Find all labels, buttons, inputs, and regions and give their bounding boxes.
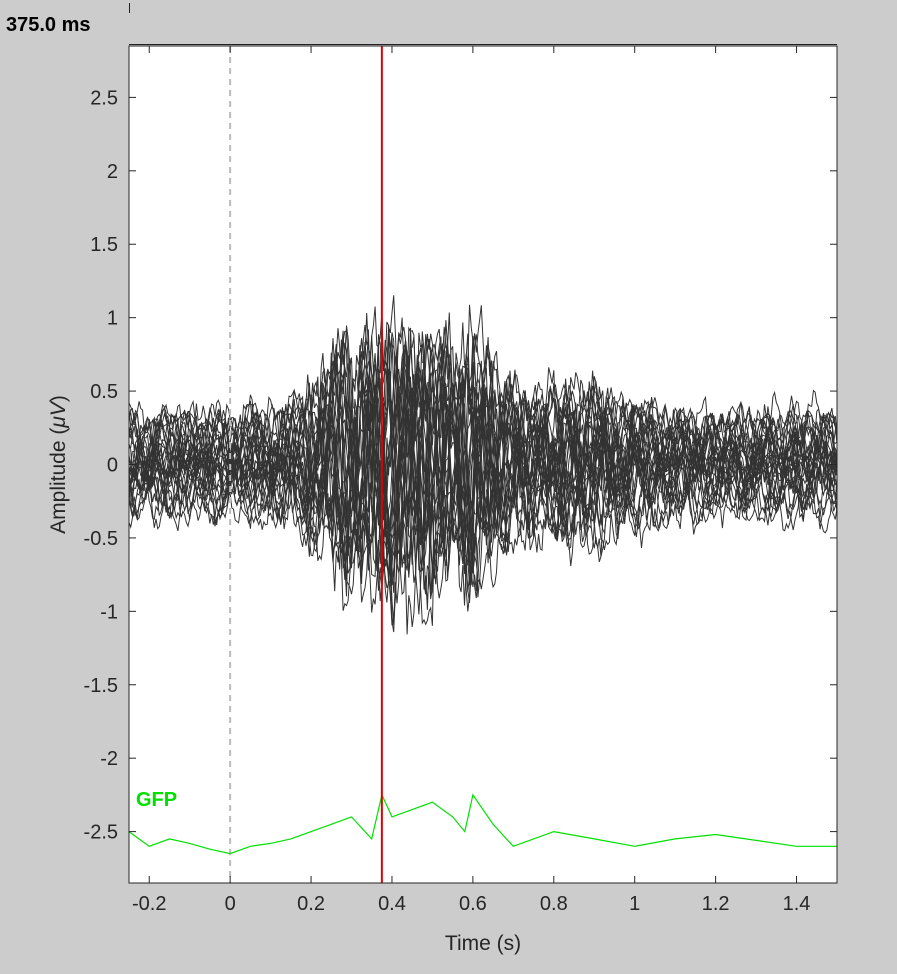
gfp-layer xyxy=(129,793,837,855)
channel-trace xyxy=(129,373,837,600)
time-cursor-tick xyxy=(129,3,130,13)
x-tick-label: 0.8 xyxy=(540,893,568,915)
y-tick-label: -1.5 xyxy=(84,675,118,697)
x-tick-label: 0 xyxy=(225,893,236,915)
y-tick-label: 0 xyxy=(107,455,118,477)
channel-trace xyxy=(129,304,837,576)
y-tick-label: -2 xyxy=(100,748,118,770)
channel-trace xyxy=(129,394,837,606)
y-tick-label: 0.5 xyxy=(90,381,118,403)
x-axis-label: Time (s) xyxy=(445,932,521,955)
x-axis-ticks: -0.2 0 0.2 0.4 0.6 0.8 1 1.2 1.4 xyxy=(132,46,810,915)
y-tick-label: 1.5 xyxy=(90,234,118,256)
y-tick-label: -0.5 xyxy=(84,528,118,550)
channel-trace xyxy=(129,387,837,626)
y-tick-label: 2.5 xyxy=(90,87,118,109)
channel-trace xyxy=(129,322,837,566)
channel-trace xyxy=(129,317,837,566)
x-tick-label: 0.2 xyxy=(297,893,325,915)
x-tick-label: -0.2 xyxy=(132,893,166,915)
x-tick-label: 1 xyxy=(629,893,640,915)
gfp-label: GFP xyxy=(136,789,177,811)
time-readout: 375.0 ms xyxy=(6,14,91,36)
x-tick-label: 1.4 xyxy=(783,893,811,915)
y-axis-label-unit: μV xyxy=(47,400,70,429)
gfp-trace xyxy=(129,793,837,855)
channel-trace xyxy=(129,332,837,574)
y-tick-label: 1 xyxy=(107,308,118,330)
x-tick-label: 1.2 xyxy=(702,893,730,915)
channel-traces xyxy=(129,295,837,635)
y-tick-label: -1 xyxy=(100,601,118,623)
time-slider-track[interactable] xyxy=(129,44,837,45)
channel-trace xyxy=(129,370,837,603)
y-axis-label: Amplitude (μV) xyxy=(47,395,70,534)
x-tick-label: 0.4 xyxy=(378,893,406,915)
y-axis-ticks: 2.5 2 1.5 1 0.5 0 -0.5 -1 -1.5 -2 -2.5 xyxy=(84,87,837,844)
y-axis-label-close: ) xyxy=(47,395,70,402)
y-tick-label: -2.5 xyxy=(84,822,118,844)
y-tick-label: 2 xyxy=(107,161,118,183)
channel-trace xyxy=(129,374,837,626)
y-axis-label-text: Amplitude ( xyxy=(47,428,70,534)
x-tick-label: 0.6 xyxy=(459,893,487,915)
